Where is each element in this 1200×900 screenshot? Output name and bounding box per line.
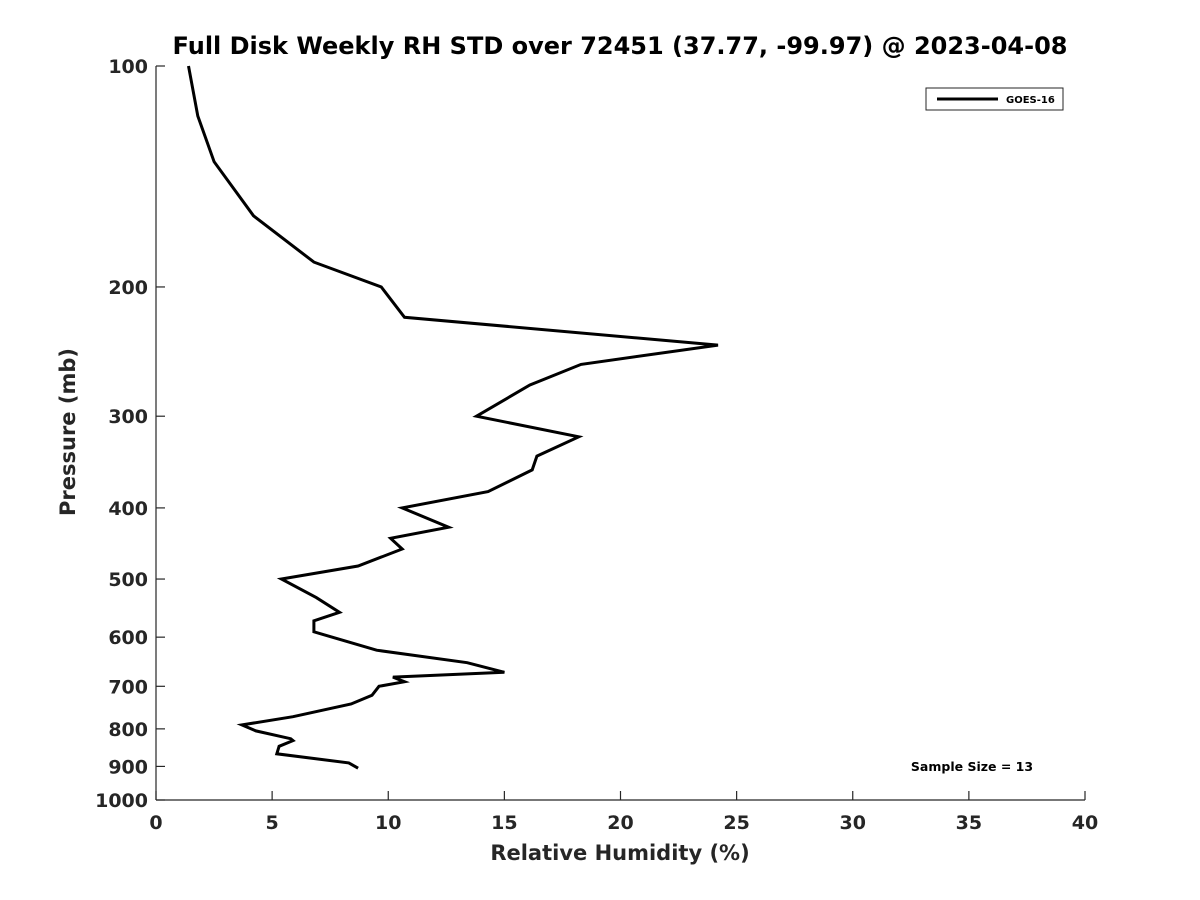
- x-tick-label: 15: [491, 812, 517, 834]
- x-axis-label: Relative Humidity (%): [490, 841, 749, 865]
- y-tick-label: 1000: [95, 790, 148, 812]
- series-line-goes-16: [187, 65, 719, 770]
- x-tick-label: 10: [375, 812, 401, 834]
- y-tick-label: 600: [108, 627, 148, 649]
- x-tick-label: 40: [1072, 812, 1098, 834]
- chart-title: Full Disk Weekly RH STD over 72451 (37.7…: [173, 32, 1068, 60]
- x-tick-label: 20: [607, 812, 633, 834]
- y-tick-label: 900: [108, 756, 148, 778]
- legend-label-goes-16: GOES-16: [1006, 95, 1055, 106]
- x-tick-label: 30: [840, 812, 866, 834]
- y-tick-label: 700: [108, 676, 148, 698]
- y-axis-label: Pressure (mb): [56, 348, 80, 516]
- y-tick-label: 300: [108, 406, 148, 428]
- x-tick-label: 35: [956, 812, 982, 834]
- y-tick-label: 800: [108, 719, 148, 741]
- y-tick-label: 400: [108, 498, 148, 520]
- x-tick-label: 0: [149, 812, 162, 834]
- y-tick-label: 500: [108, 569, 148, 591]
- plot-area: 0 5 10 15 20 25 30 35 40 100 200 300 400 500 600 700 800…: [95, 56, 1098, 834]
- y-tick-label: 100: [108, 56, 148, 78]
- legend: GOES-16: [925, 87, 1064, 111]
- x-tick-label: 5: [266, 812, 279, 834]
- sample-size-annotation: Sample Size = 13: [911, 759, 1033, 774]
- x-tick-label: 25: [723, 812, 749, 834]
- y-tick-label: 200: [108, 277, 148, 299]
